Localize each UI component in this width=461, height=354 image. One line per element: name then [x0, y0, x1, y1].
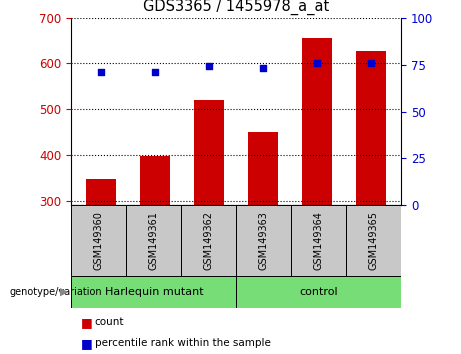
- Point: [260, 65, 267, 71]
- Text: control: control: [299, 287, 338, 297]
- Point: [152, 69, 159, 75]
- Point: [367, 60, 375, 65]
- Title: GDS3365 / 1455978_a_at: GDS3365 / 1455978_a_at: [143, 0, 330, 15]
- Bar: [71, 276, 236, 308]
- Text: ■: ■: [81, 316, 92, 329]
- Bar: [236, 276, 401, 308]
- Point: [206, 64, 213, 69]
- Bar: [346, 205, 401, 276]
- Bar: [87, 179, 116, 205]
- Text: GSM149360: GSM149360: [94, 211, 104, 270]
- Text: GSM149362: GSM149362: [204, 211, 214, 270]
- Point: [313, 60, 321, 65]
- Text: Harlequin mutant: Harlequin mutant: [105, 287, 203, 297]
- Text: genotype/variation: genotype/variation: [9, 287, 102, 297]
- Text: ■: ■: [81, 337, 92, 350]
- Bar: [248, 132, 278, 205]
- Text: GSM149363: GSM149363: [259, 211, 269, 270]
- Bar: [302, 38, 332, 205]
- Text: GSM149364: GSM149364: [313, 211, 324, 270]
- Point: [98, 69, 105, 75]
- Text: GSM149365: GSM149365: [369, 211, 378, 270]
- Bar: [356, 51, 386, 205]
- Bar: [181, 205, 236, 276]
- Text: GSM149361: GSM149361: [149, 211, 159, 270]
- Text: ▶: ▶: [60, 287, 68, 297]
- Bar: [126, 205, 181, 276]
- Text: count: count: [95, 317, 124, 327]
- Bar: [195, 100, 224, 205]
- Bar: [71, 205, 126, 276]
- Text: percentile rank within the sample: percentile rank within the sample: [95, 338, 271, 348]
- Bar: [291, 205, 346, 276]
- Bar: [236, 205, 291, 276]
- Bar: [141, 156, 170, 205]
